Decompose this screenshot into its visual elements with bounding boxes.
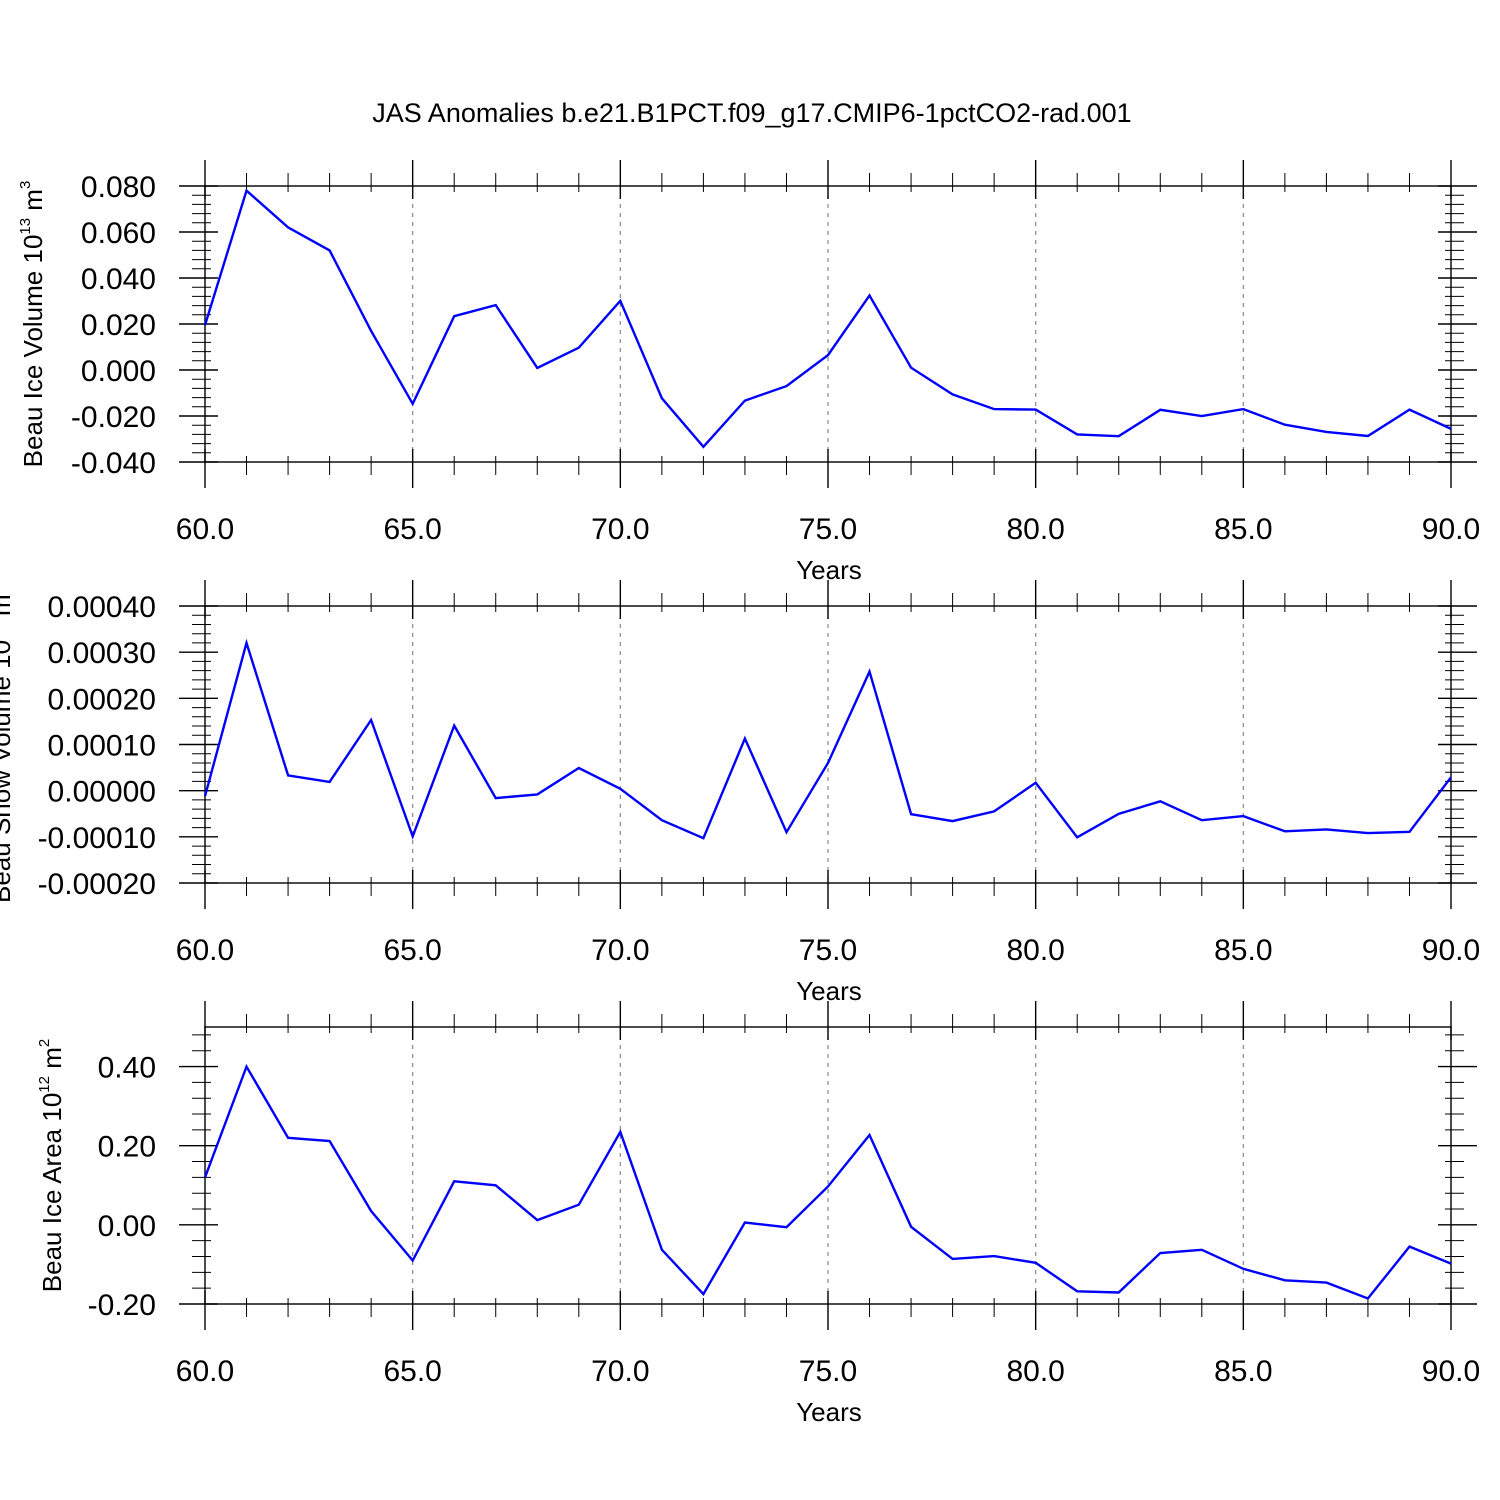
y-tick-label: -0.20 <box>88 1289 156 1322</box>
y-tick-label: 0.080 <box>81 171 156 204</box>
x-tick-label: 85.0 <box>1214 934 1272 967</box>
x-tick-label: 75.0 <box>799 1355 857 1388</box>
y-tick-label: 0.020 <box>81 309 156 342</box>
y-tick-label: 0.00040 <box>48 591 156 624</box>
x-tick-label: 90.0 <box>1422 513 1480 546</box>
series-line <box>203 638 1452 840</box>
panel-2: 60.0 65.0 70.0 75.0 80.0 85.0 90.0 -0.00020 -0.0… <box>0 580 1480 1006</box>
x-tick-label: 65.0 <box>383 934 441 967</box>
y-tick-label: 0.00000 <box>48 776 156 809</box>
y-tick-label: 0.00020 <box>48 683 156 716</box>
x-tick-label: 80.0 <box>1006 1355 1064 1388</box>
y-tick-label: -0.040 <box>71 447 156 480</box>
y-tick-label: 0.40 <box>98 1052 156 1085</box>
x-tick-label: 80.0 <box>1006 513 1064 546</box>
x-tick-label: 75.0 <box>799 513 857 546</box>
series-line <box>203 1063 1452 1300</box>
y-tick-label: 0.20 <box>98 1131 156 1164</box>
y-tick-label: -0.020 <box>71 401 156 434</box>
x-tick-label: 60.0 <box>176 934 234 967</box>
y-tick-label: 0.00030 <box>48 637 156 670</box>
y-tick-label: 0.060 <box>81 217 156 250</box>
x-tick-label: 75.0 <box>799 934 857 967</box>
x-tick-label: 65.0 <box>383 1355 441 1388</box>
x-tick-label: 60.0 <box>176 513 234 546</box>
x-tick-label: 90.0 <box>1422 934 1480 967</box>
chart-title: JAS Anomalies b.e21.B1PCT.f09_g17.CMIP6-… <box>372 98 1131 128</box>
x-tick-label: 70.0 <box>591 934 649 967</box>
x-tick-label: 85.0 <box>1214 1355 1272 1388</box>
y-axis-label: Beau Snow Volume 1013 m3 <box>0 586 16 903</box>
y-axis-label: Beau Ice Area 1012 m2 <box>36 1039 67 1292</box>
x-tick-label: 70.0 <box>591 513 649 546</box>
panel-3: 60.0 65.0 70.0 75.0 80.0 85.0 90.0 -0.20 0.00 0.2… <box>36 1001 1480 1427</box>
y-tick-label: 0.000 <box>81 355 156 388</box>
x-tick-label: 85.0 <box>1214 513 1272 546</box>
x-tick-label: 80.0 <box>1006 934 1064 967</box>
x-tick-label: 60.0 <box>176 1355 234 1388</box>
y-axis-label: Beau Ice Volume 1013 m3 <box>17 181 48 468</box>
x-tick-label: 70.0 <box>591 1355 649 1388</box>
x-axis-label: Years <box>796 976 862 1006</box>
y-tick-label: 0.00010 <box>48 730 156 763</box>
panel-1: 60.0 65.0 70.0 75.0 80.0 85.0 90.0 -0.040 -0.020… <box>17 160 1480 585</box>
x-axis-label: Years <box>796 555 862 585</box>
y-tick-label: 0.040 <box>81 263 156 296</box>
y-tick-label: -0.00020 <box>38 868 156 901</box>
series-line <box>203 188 1452 449</box>
y-tick-label: -0.00010 <box>38 822 156 855</box>
x-axis-label: Years <box>796 1397 862 1427</box>
y-tick-label: 0.00 <box>98 1210 156 1243</box>
x-tick-label: 90.0 <box>1422 1355 1480 1388</box>
x-tick-label: 65.0 <box>383 513 441 546</box>
